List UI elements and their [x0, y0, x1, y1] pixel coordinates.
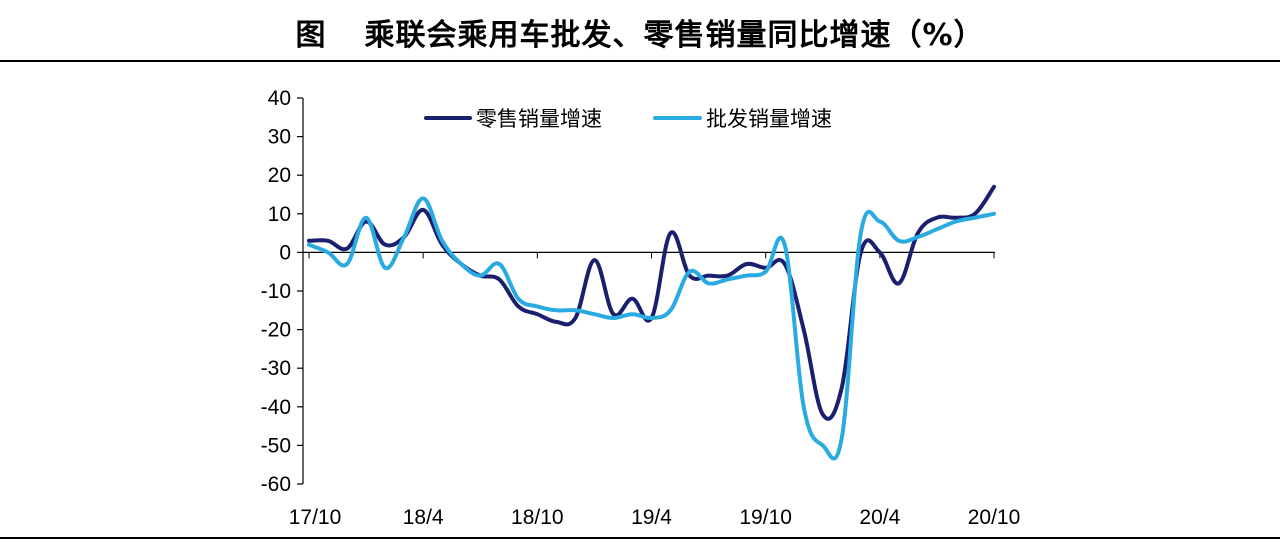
y-tick-label: 40	[268, 87, 291, 110]
legend: 零售销量增速 批发销量增速	[424, 107, 832, 131]
series-line-0	[307, 184, 996, 421]
figure-prefix: 图	[295, 18, 327, 53]
x-tick-label: 20/10	[968, 506, 1021, 529]
y-tick-label: 30	[268, 126, 291, 149]
y-tick-label: -20	[261, 319, 291, 342]
x-tick-label: 18/4	[403, 506, 444, 529]
x-tick-label: 20/4	[859, 506, 900, 529]
figure-title-text: 乘联会乘用车批发、零售销量同比增速（%）	[364, 18, 985, 53]
top-divider	[0, 60, 1280, 62]
series-lines	[307, 184, 996, 461]
x-tick-label: 19/10	[739, 506, 792, 529]
y-tick-label: -30	[261, 357, 291, 380]
x-tick-label: 17/10	[289, 506, 342, 529]
y-tick-label: 20	[268, 164, 291, 187]
x-tick-label: 19/4	[631, 506, 672, 529]
figure-title-bar: 图 乘联会乘用车批发、零售销量同比增速（%）	[0, 0, 1280, 62]
legend-label-0: 零售销量增速	[476, 107, 602, 131]
x-tick-label: 18/10	[511, 506, 564, 529]
axes: 40 30 20 10 0 -10 -20 -30 -40 -50 -60 17/10 18/4 18/1…	[261, 87, 1021, 529]
y-tick-label: -60	[261, 473, 291, 496]
y-tick-label: -40	[261, 396, 291, 419]
y-tick-label: 10	[268, 203, 291, 226]
chart-title: 图 乘联会乘用车批发、零售销量同比增速（%）	[0, 10, 1280, 54]
y-tick-label: -50	[261, 434, 291, 457]
series-line-1	[307, 196, 996, 461]
y-tick-label: -10	[261, 280, 291, 303]
y-tick-label: 0	[279, 241, 291, 264]
legend-label-1: 批发销量增速	[706, 107, 832, 131]
bottom-divider	[0, 537, 1280, 539]
